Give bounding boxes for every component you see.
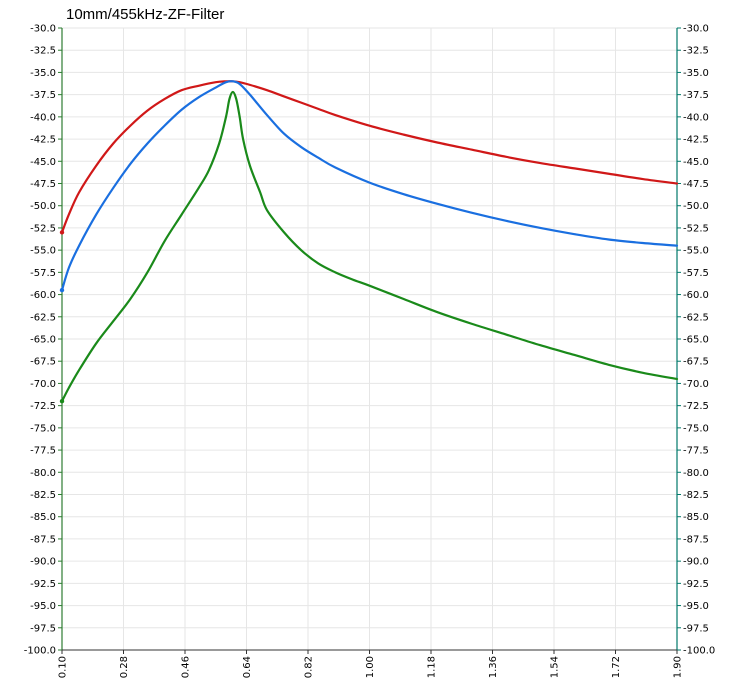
y-tick-label-left: -52.5 (30, 223, 56, 234)
y-tick-label-right: -42.5 (683, 135, 709, 146)
y-tick-label-right: -62.5 (683, 312, 709, 323)
x-tick-label: 1.90 (673, 656, 684, 678)
series-group (59, 80, 679, 404)
y-tick-label-right: -65.0 (683, 335, 709, 346)
y-tick-label-left: -97.5 (30, 623, 56, 634)
y-tick-label-right: -95.0 (683, 601, 709, 612)
grid (61, 27, 678, 651)
y-tick-label-left: -32.5 (30, 46, 56, 57)
y-tick-label-right: -32.5 (683, 46, 709, 57)
y-tick-label-left: -80.0 (30, 468, 56, 479)
series-start-point-3 (59, 399, 65, 404)
y-tick-label-right: -75.0 (683, 423, 709, 434)
x-tick-label: 1.54 (550, 656, 561, 678)
x-tick-label: 0.10 (58, 656, 69, 678)
y-tick-label-left: -50.0 (30, 201, 56, 212)
x-tick-label: 0.64 (242, 656, 253, 678)
y-tick-label-left: -42.5 (30, 135, 56, 146)
y-tick-label-left: -40.0 (30, 112, 56, 123)
y-tick-label-right: -92.5 (683, 579, 709, 590)
y-tick-label-left: -92.5 (30, 579, 56, 590)
y-tick-label-right: -52.5 (683, 223, 709, 234)
y-tick-label-left: -45.0 (30, 157, 56, 168)
series-start-point-1 (59, 230, 65, 235)
y-tick-label-left: -95.0 (30, 601, 56, 612)
y-tick-label-left: -85.0 (30, 512, 56, 523)
chart-title: 10mm/455kHz-ZF-Filter (66, 6, 224, 23)
y-tick-label-left: -100.0 (24, 646, 56, 657)
y-tick-label-right: -50.0 (683, 201, 709, 212)
y-tick-label-right: -47.5 (683, 179, 709, 190)
y-tick-label-right: -30.0 (683, 24, 709, 35)
y-tick-label-left: -90.0 (30, 557, 56, 568)
y-tick-label-right: -100.0 (683, 646, 715, 657)
y-tick-label-right: -35.0 (683, 68, 709, 79)
y-tick-label-left: -70.0 (30, 379, 56, 390)
y-tick-label-right: -60.0 (683, 290, 709, 301)
y-tick-label-right: -40.0 (683, 112, 709, 123)
y-tick-label-left: -60.0 (30, 290, 56, 301)
y-tick-label-right: -70.0 (683, 379, 709, 390)
ticks: -30.0 -32.5 -35.0 -37.5 -40.0 -42.5 -45.0 -47.5… (24, 24, 716, 679)
y-tick-label-right: -37.5 (683, 90, 709, 101)
y-tick-label-left: -72.5 (30, 401, 56, 412)
x-tick-label: 1.00 (365, 656, 376, 678)
series-start-point-2 (59, 287, 65, 293)
y-tick-label-left: -82.5 (30, 490, 56, 501)
x-tick-label: 1.36 (488, 656, 499, 678)
y-tick-label-right: -67.5 (683, 357, 709, 368)
y-tick-label-left: -47.5 (30, 179, 56, 190)
y-tick-label-right: -87.5 (683, 534, 709, 545)
y-tick-label-right: -80.0 (683, 468, 709, 479)
y-tick-label-right: -90.0 (683, 557, 709, 568)
series-line-3 (60, 90, 679, 403)
y-tick-label-right: -97.5 (683, 623, 709, 634)
y-tick-label-right: -57.5 (683, 268, 709, 279)
y-tick-label-right: -85.0 (683, 512, 709, 523)
y-tick-label-right: -77.5 (683, 446, 709, 457)
y-tick-label-right: -45.0 (683, 157, 709, 168)
y-tick-label-right: -82.5 (683, 490, 709, 501)
y-tick-label-left: -55.0 (30, 246, 56, 257)
y-tick-label-left: -77.5 (30, 446, 56, 457)
x-tick-label: 1.18 (427, 656, 438, 678)
y-tick-label-left: -57.5 (30, 268, 56, 279)
series-line-2 (60, 80, 679, 292)
y-tick-label-left: -87.5 (30, 534, 56, 545)
series-line-1 (60, 80, 679, 234)
y-tick-label-right: -55.0 (683, 246, 709, 257)
y-tick-label-left: -37.5 (30, 90, 56, 101)
y-tick-label-left: -62.5 (30, 312, 56, 323)
x-tick-label: 0.82 (304, 656, 315, 678)
x-tick-label: 0.28 (119, 656, 130, 678)
x-tick-label: 1.72 (611, 656, 622, 678)
y-tick-label-left: -75.0 (30, 423, 56, 434)
y-tick-label-left: -65.0 (30, 335, 56, 346)
y-tick-label-left: -35.0 (30, 68, 56, 79)
x-tick-label: 0.46 (181, 656, 192, 678)
y-tick-label-left: -30.0 (30, 24, 56, 35)
y-tick-label-left: -67.5 (30, 357, 56, 368)
y-tick-label-right: -72.5 (683, 401, 709, 412)
